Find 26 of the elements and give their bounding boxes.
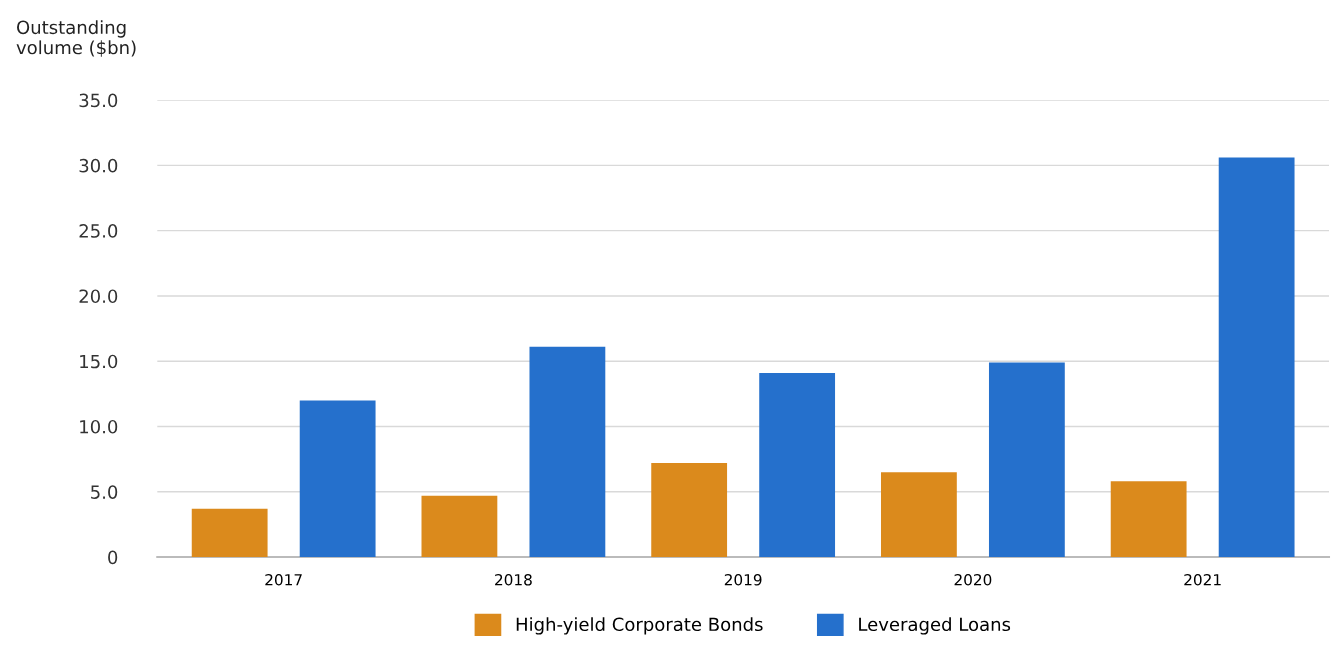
bar (651, 463, 728, 558)
y-tick-label: 15.0 (80, 354, 118, 369)
bar (191, 508, 268, 558)
x-tick-label: 2020 (954, 573, 992, 586)
bar (1218, 157, 1295, 558)
y-tick-label: 10.0 (80, 419, 118, 434)
y-tick-label: 30.0 (79, 158, 118, 173)
legend-label: Leveraged Loans (859, 617, 1011, 635)
bar (421, 495, 498, 558)
bar (299, 400, 376, 558)
y-tick-label: 20.0 (79, 289, 118, 304)
y-tick-label: 25.0 (79, 224, 118, 238)
legend-label: High-yield Corporate Bonds (516, 617, 763, 635)
y-tick-label: 35.0 (79, 93, 118, 108)
bar (759, 372, 836, 558)
bar (988, 362, 1065, 558)
x-tick-label: 2018 (495, 573, 532, 586)
x-tick-label: 2019 (724, 573, 762, 586)
bar (881, 472, 957, 558)
y-axis-title: Outstanding volume ($bn) (16, 20, 136, 57)
x-tick-label: 2017 (265, 573, 302, 586)
y-tick-label: 0 (108, 550, 118, 565)
bar (529, 346, 606, 558)
bar (1110, 481, 1187, 558)
x-tick-label: 2021 (1184, 573, 1221, 586)
y-tick-label: 5.0 (91, 485, 118, 499)
